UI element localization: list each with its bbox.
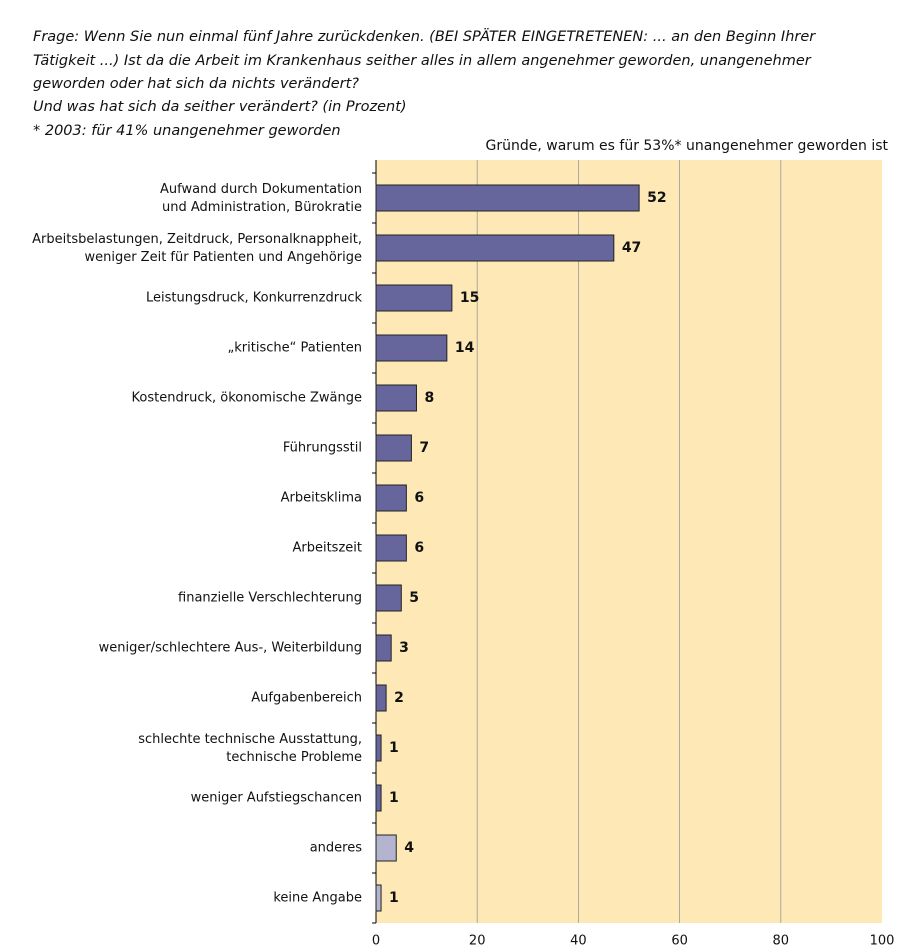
x-tick-label: 100 — [870, 934, 895, 949]
x-tick-label: 60 — [671, 934, 688, 949]
question-line: Tätigkeit ...) Ist da die Arbeit im Kran… — [33, 53, 812, 69]
bar — [375, 584, 402, 612]
question-line: geworden oder hat sich da nichts verände… — [33, 76, 359, 92]
data-label: 5 — [409, 590, 419, 606]
bar — [375, 434, 412, 462]
data-label: 4 — [404, 840, 414, 856]
footnote: * 2003: für 41% unangenehmer geworden — [33, 123, 341, 139]
y-tick-label: Arbeitsklima — [281, 491, 362, 506]
question-line: Frage: Wenn Sie nun einmal fünf Jahre zu… — [33, 27, 816, 45]
bar — [375, 234, 615, 262]
x-tick-label: 40 — [570, 934, 587, 949]
plot-background — [376, 160, 882, 923]
question-line: Und was hat sich da seither verändert? (… — [33, 99, 407, 115]
data-label: 6 — [414, 540, 424, 556]
bar — [375, 384, 417, 412]
y-tick-label: weniger Aufstiegschancen — [191, 791, 362, 806]
bar — [375, 734, 382, 762]
y-tick-label: keine Angabe — [273, 891, 362, 906]
y-tick-label: Arbeitszeit — [292, 541, 362, 556]
data-label: 6 — [414, 490, 424, 506]
bar — [375, 184, 640, 212]
y-tick-label: Kostendruck, ökonomische Zwänge — [132, 391, 362, 406]
bar — [375, 484, 407, 512]
data-label: 1 — [389, 790, 399, 806]
y-tick-label: finanzielle Verschlechterung — [178, 591, 362, 606]
y-tick-label: weniger/schlechtere Aus-, Weiterbildung — [99, 641, 362, 656]
bar — [375, 884, 382, 912]
y-tick-label: Leistungsdruck, Konkurrenzdruck — [146, 291, 362, 306]
bar — [375, 684, 387, 712]
y-tick-label: anderes — [310, 841, 363, 856]
y-tick-label: „kritische“ Patienten — [228, 341, 362, 356]
data-label: 2 — [394, 690, 404, 706]
subtitle: Gründe, warum es für 53%* unangenehmer g… — [486, 138, 889, 154]
y-tick-label: Führungsstil — [283, 441, 362, 456]
y-tick-label: schlechte technische Ausstattung, technis… — [138, 732, 362, 765]
data-label: 3 — [399, 640, 409, 656]
bar — [375, 284, 453, 312]
bar — [375, 834, 397, 862]
data-label: 14 — [455, 340, 475, 356]
x-tick-label: 80 — [773, 934, 790, 949]
data-label: 47 — [622, 240, 641, 256]
data-label: 7 — [419, 440, 429, 456]
data-label: 52 — [647, 190, 666, 206]
y-tick-label: Aufwand durch Dokumentation und Administr… — [160, 182, 362, 215]
bar — [375, 534, 407, 562]
x-tick-label: 20 — [469, 934, 486, 949]
y-tick-label: Aufgabenbereich — [251, 691, 362, 706]
data-label: 8 — [424, 390, 434, 406]
bar — [375, 784, 382, 812]
x-tick-label: 0 — [372, 934, 380, 949]
bar — [375, 634, 392, 662]
data-label: 1 — [389, 740, 399, 756]
bar — [375, 334, 448, 362]
data-label: 15 — [460, 290, 479, 306]
data-label: 1 — [389, 890, 399, 906]
y-tick-label: Arbeitsbelastungen, Zeitdruck, Personalk… — [32, 232, 362, 265]
